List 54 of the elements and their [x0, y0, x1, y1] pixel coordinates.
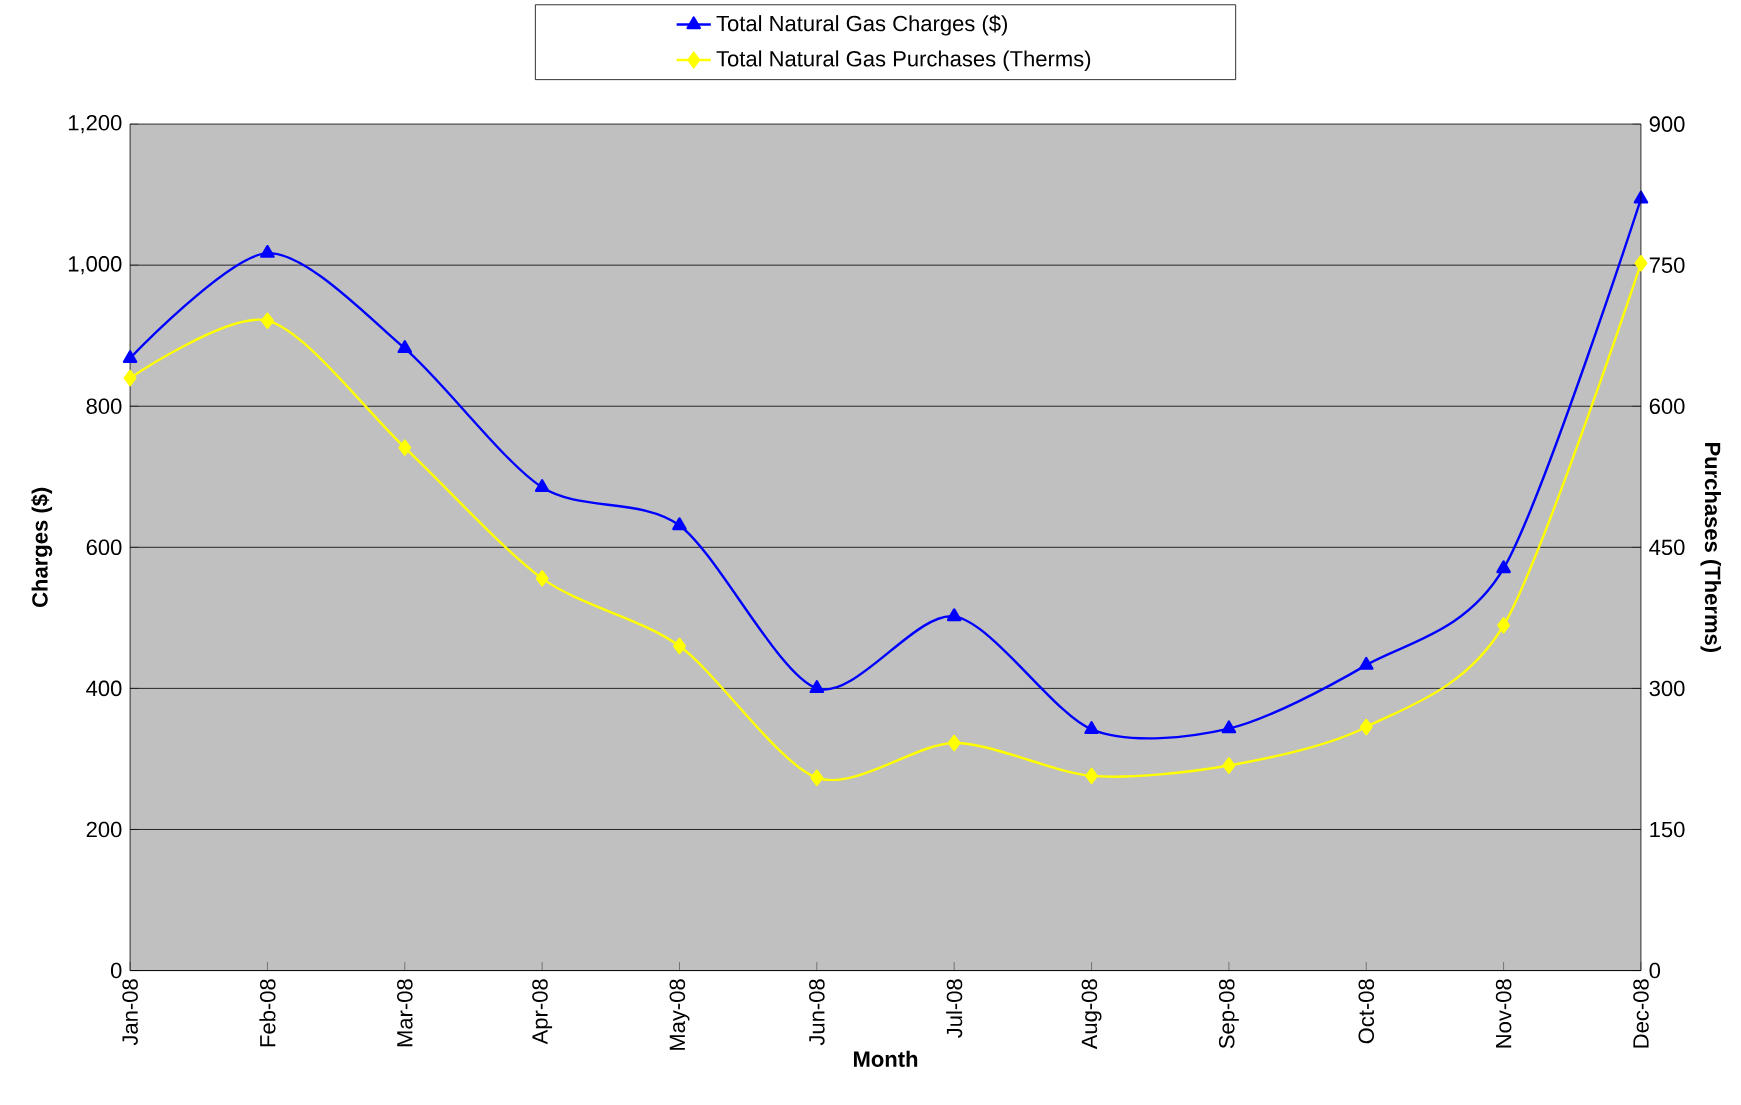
- point: [1358, 657, 1374, 670]
- point: [535, 570, 549, 587]
- x-tick-label: Jun-08: [809, 979, 825, 1046]
- x-tick-label: Jan-08: [122, 979, 138, 1046]
- y2-tick-label: 150: [1650, 821, 1685, 838]
- point: [809, 680, 825, 694]
- point: [673, 638, 686, 655]
- point: [534, 479, 550, 493]
- x-tick-label: Aug-08: [1081, 979, 1102, 1050]
- x-tick-label: Sep-08: [1218, 979, 1239, 1049]
- x-tick-label: Feb-08: [259, 979, 276, 1047]
- y2-tick-label: 0: [1649, 962, 1661, 979]
- y-tick-label: 1,200: [68, 115, 122, 134]
- y2-tick-label: 450: [1649, 539, 1685, 556]
- legend-label: Total Natural Gas Purchases (Therms): [716, 50, 1091, 72]
- point: [947, 734, 961, 752]
- y-tick-label: 200: [86, 821, 122, 838]
- point: [122, 350, 138, 364]
- point: [123, 370, 137, 387]
- x-tick-label: Mar-08: [397, 979, 413, 1047]
- point: [397, 340, 413, 354]
- y2-tick-label: 600: [1649, 398, 1685, 415]
- x-tick-label: May-08: [669, 979, 690, 1051]
- y-tick-label: 600: [86, 539, 122, 556]
- point: [398, 439, 412, 457]
- point: [1634, 255, 1648, 272]
- y2-tick-label: 750: [1649, 257, 1685, 274]
- point: [810, 769, 824, 787]
- x-axis-title: Month: [853, 1050, 918, 1068]
- point: [946, 608, 962, 622]
- y-axis-title: Charges ($): [31, 488, 53, 608]
- point: [1496, 560, 1511, 574]
- point: [1222, 757, 1236, 774]
- point: [260, 312, 274, 330]
- x-tick-label: Apr-08: [532, 979, 553, 1045]
- y-tick-label: 800: [86, 398, 122, 415]
- x-tick-label: Dec-08: [1633, 979, 1649, 1048]
- y2-axis-title: Purchases (Therms): [1700, 443, 1721, 653]
- point: [260, 245, 275, 259]
- point: [672, 517, 687, 531]
- point: [1221, 720, 1237, 734]
- y-tick-label: 1,000: [68, 256, 122, 275]
- y2-tick-label: 900: [1649, 116, 1685, 133]
- y2-tick-label: 300: [1649, 680, 1685, 697]
- y-tick-label: 400: [86, 680, 122, 697]
- legend-label: Total Natural Gas Charges ($): [716, 14, 1007, 36]
- point: [1084, 721, 1099, 735]
- x-tick-label: Jul-08: [946, 979, 963, 1039]
- point: [1497, 617, 1511, 634]
- x-tick-label: Nov-08: [1495, 979, 1512, 1048]
- point: [1359, 718, 1373, 736]
- y-tick-label: 0: [110, 962, 122, 979]
- x-tick-label: Oct-08: [1358, 979, 1375, 1044]
- point: [1085, 767, 1098, 785]
